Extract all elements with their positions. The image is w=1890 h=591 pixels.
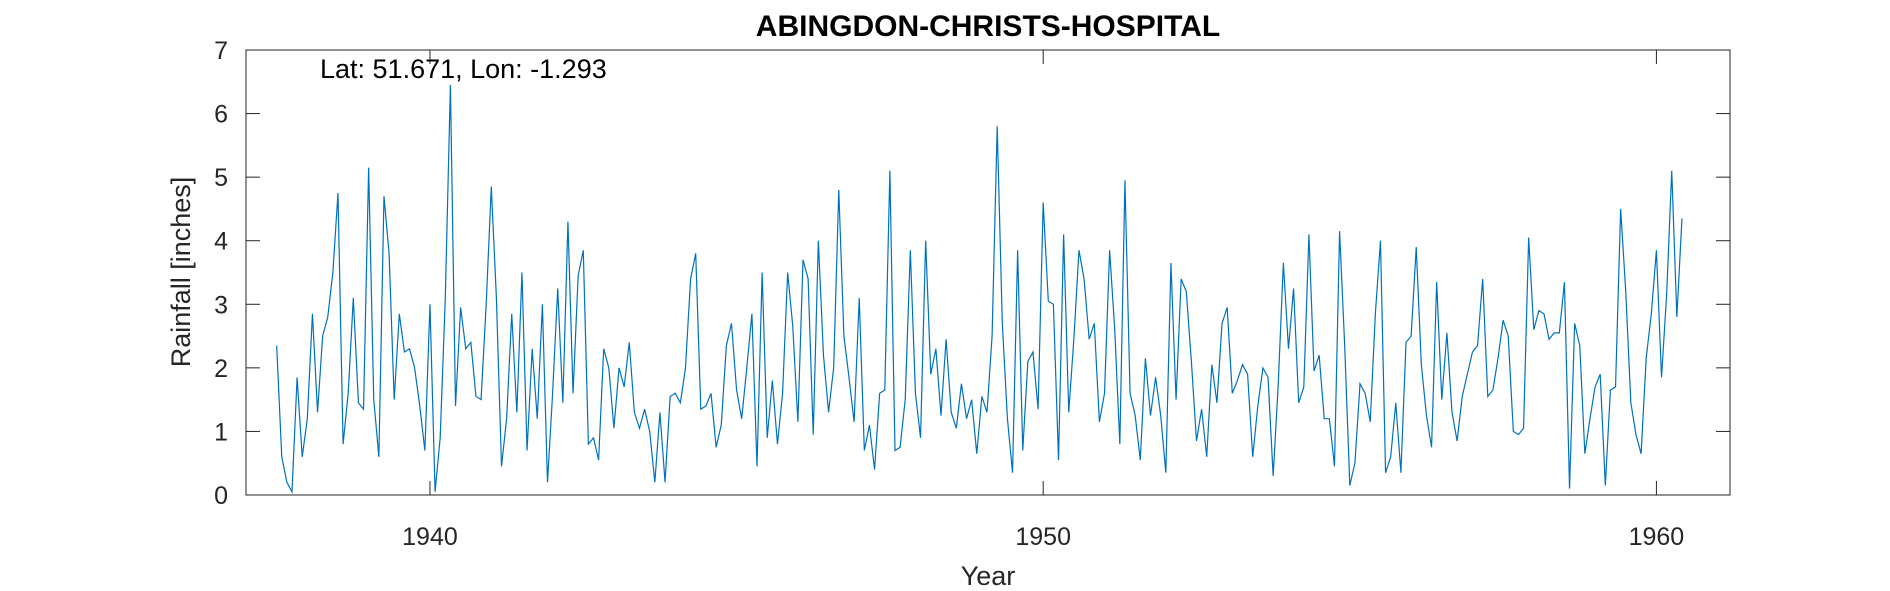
rainfall-series-line	[276, 84, 1683, 495]
axis-ticks	[246, 49, 1730, 496]
y-axis-label: Rainfall [inches]	[166, 177, 196, 368]
y-tick-label: 7	[214, 37, 228, 65]
y-tick-label: 1	[214, 418, 228, 446]
y-tick-label: 4	[214, 228, 228, 256]
x-tick-label: 1940	[402, 523, 458, 551]
plot-area	[245, 49, 1731, 496]
x-tick-label: 1960	[1629, 523, 1685, 551]
y-tick-label: 3	[214, 291, 228, 319]
chart-title: ABINGDON-CHRISTS-HOSPITAL	[756, 10, 1220, 43]
y-tick-label: 0	[214, 482, 228, 510]
x-axis-label: Year	[961, 561, 1016, 591]
y-tick-label: 6	[214, 101, 228, 129]
location-annotation: Lat: 51.671, Lon: -1.293	[320, 54, 607, 84]
y-tick-label: 5	[214, 164, 228, 192]
x-tick-label: 1950	[1015, 523, 1071, 551]
y-tick-label: 2	[214, 355, 228, 383]
tick-labels: 0 1 2 3 4 5 6 7 1940 1950 1960	[214, 37, 1684, 551]
